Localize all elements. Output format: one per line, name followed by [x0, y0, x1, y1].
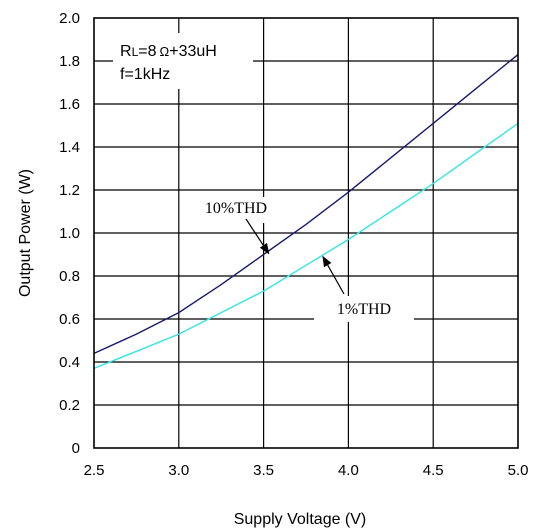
annotation-label-background: [314, 296, 414, 322]
y-tick-label: 1.6: [59, 96, 80, 113]
x-tick-label: 3.0: [168, 462, 189, 479]
annotation-label-10pct-thd: 10%THD: [205, 200, 267, 217]
annotation-arrow: [322, 255, 345, 295]
conditions-box: RL=8 Ω+33uH f=1kHz: [113, 33, 253, 89]
ohm-symbol: Ω: [160, 44, 170, 59]
y-tick-label: 1.0: [59, 225, 80, 242]
annotation-arrow: [245, 218, 270, 255]
plot-frame: [93, 17, 519, 449]
conditions-line-1: RL=8 Ω+33uH: [120, 43, 217, 60]
x-tick-label: 5.0: [508, 462, 529, 479]
y-tick-label: 0.8: [59, 268, 80, 285]
conditions-box-background: [113, 33, 253, 89]
x-tick-label: 2.5: [84, 462, 105, 479]
y-tick-label: 0: [72, 440, 80, 457]
annotations: 10%THD 1%THD: [190, 197, 414, 322]
conditions-line-2: f=1kHz: [120, 66, 170, 83]
y-tick-label: 0.2: [59, 397, 80, 414]
y-axis-title: Output Power (W): [17, 169, 34, 297]
x-tick-label: 4.5: [423, 462, 444, 479]
x-axis-title: Supply Voltage (V): [234, 511, 367, 528]
y-tick-label: 0.6: [59, 311, 80, 328]
rl-subscript: L: [132, 45, 139, 59]
y-tick-label: 1.2: [59, 182, 80, 199]
y-tick-label: 0.4: [59, 354, 80, 371]
x-tick-label: 3.5: [253, 462, 274, 479]
series-line-10pct-thd: [93, 54, 519, 355]
annotation-label-background: [190, 197, 282, 223]
rl-symbol: R: [120, 43, 132, 60]
x-tick-label: 4.0: [338, 462, 359, 479]
series-line-1pct-thd: [93, 122, 519, 370]
y-tick-label: 2.0: [59, 10, 80, 27]
y-tick-label: 1.8: [59, 53, 80, 70]
tick-labels: 2.5 3.0 3.5 4.0 4.5 5.0 0 0.2 0.4 0.6 0.8 1.0 1.2 1.4…: [59, 10, 528, 479]
series-lines: [93, 54, 519, 370]
y-tick-label: 1.4: [59, 139, 80, 156]
annotation-label-1pct-thd: 1%THD: [337, 301, 391, 318]
inductance-value: +33uH: [169, 43, 217, 60]
rl-value: =8: [138, 43, 156, 60]
grid: [94, 18, 518, 448]
